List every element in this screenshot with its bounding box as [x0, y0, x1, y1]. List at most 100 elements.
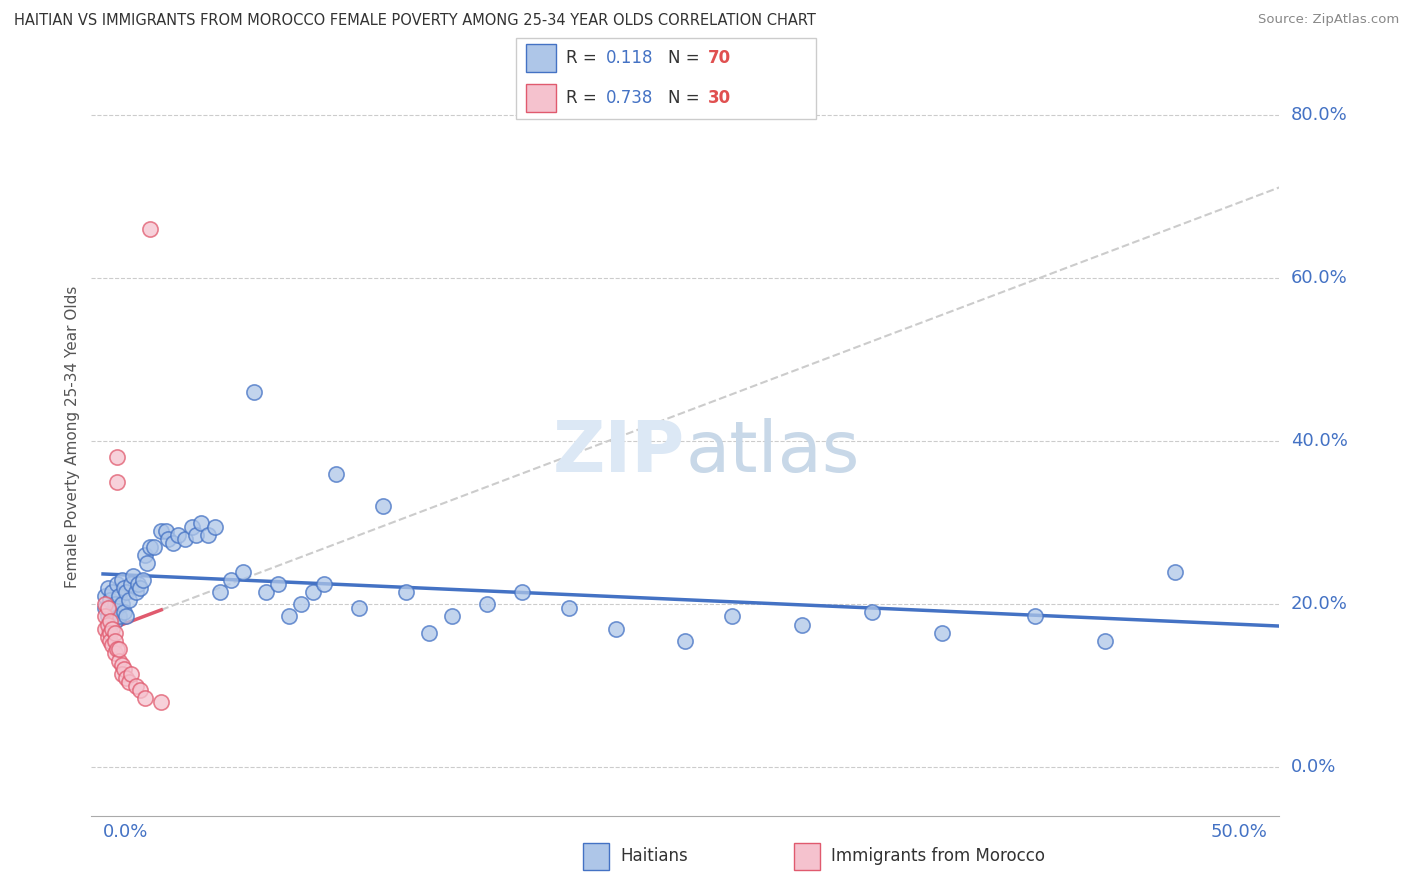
Point	[98, 633, 121, 648]
Point	[127, 577, 149, 591]
FancyBboxPatch shape	[516, 38, 817, 119]
Text: 50.0%: 50.0%	[1211, 822, 1268, 840]
Point	[122, 568, 145, 582]
Point	[104, 614, 127, 628]
Point	[314, 577, 336, 591]
Point	[118, 593, 141, 607]
Point	[98, 593, 121, 607]
Point	[105, 450, 128, 465]
Point	[208, 585, 231, 599]
Point	[395, 585, 418, 599]
Point	[112, 606, 135, 620]
Point	[105, 577, 128, 591]
Point	[112, 662, 135, 676]
Text: 60.0%: 60.0%	[1291, 269, 1347, 287]
Point	[115, 585, 138, 599]
Point	[101, 585, 124, 599]
Text: Source: ZipAtlas.com: Source: ZipAtlas.com	[1258, 13, 1399, 27]
Point	[204, 520, 226, 534]
Text: N =: N =	[668, 49, 704, 67]
Text: R =: R =	[565, 88, 602, 106]
Point	[129, 581, 152, 595]
Point	[108, 609, 131, 624]
Point	[97, 581, 120, 595]
Point	[111, 658, 134, 673]
Point	[97, 630, 120, 644]
Point	[301, 585, 323, 599]
Point	[1094, 633, 1116, 648]
Point	[112, 581, 135, 595]
Point	[108, 654, 131, 668]
Point	[104, 633, 127, 648]
Point	[931, 625, 953, 640]
Point	[371, 500, 394, 514]
Point	[94, 589, 117, 603]
Text: 70: 70	[709, 49, 731, 67]
Point	[418, 625, 440, 640]
Point	[97, 601, 120, 615]
Point	[118, 674, 141, 689]
Point	[721, 609, 744, 624]
Point	[111, 597, 134, 611]
Point	[150, 524, 173, 538]
Point	[673, 633, 696, 648]
Point	[138, 540, 160, 554]
Text: 80.0%: 80.0%	[1291, 106, 1347, 124]
Point	[124, 679, 146, 693]
Point	[98, 617, 121, 632]
Point	[108, 589, 131, 603]
Point	[131, 573, 153, 587]
Point	[94, 609, 117, 624]
Point	[108, 642, 131, 657]
Text: 20.0%: 20.0%	[1291, 595, 1347, 613]
FancyBboxPatch shape	[526, 45, 557, 72]
Point	[134, 549, 156, 563]
Point	[111, 573, 134, 587]
Point	[129, 682, 152, 697]
Text: 40.0%: 40.0%	[1291, 432, 1347, 450]
Point	[111, 666, 134, 681]
Point	[278, 609, 301, 624]
Point	[173, 532, 195, 546]
Point	[104, 646, 127, 660]
Text: Immigrants from Morocco: Immigrants from Morocco	[831, 847, 1045, 865]
Point	[190, 516, 212, 530]
Point	[101, 606, 124, 620]
Point	[134, 690, 156, 705]
Point	[558, 601, 581, 615]
Point	[104, 597, 127, 611]
Text: R =: R =	[565, 49, 602, 67]
Y-axis label: Female Poverty Among 25-34 Year Olds: Female Poverty Among 25-34 Year Olds	[65, 286, 80, 588]
Point	[512, 585, 534, 599]
Point	[197, 528, 219, 542]
Point	[166, 528, 188, 542]
Point	[98, 614, 121, 628]
Point	[94, 622, 117, 636]
Point	[1024, 609, 1046, 624]
Point	[138, 222, 160, 236]
Text: 0.738: 0.738	[606, 88, 654, 106]
Text: ZIP: ZIP	[553, 417, 685, 487]
Text: Haitians: Haitians	[620, 847, 688, 865]
Point	[349, 601, 371, 615]
FancyBboxPatch shape	[526, 84, 557, 112]
Point	[155, 524, 177, 538]
Point	[150, 695, 173, 709]
Point	[120, 577, 142, 591]
Point	[219, 573, 242, 587]
Point	[115, 671, 138, 685]
Point	[101, 622, 124, 636]
Point	[97, 617, 120, 632]
Point	[254, 585, 277, 599]
Point	[267, 577, 290, 591]
Text: atlas: atlas	[685, 417, 860, 487]
Point	[124, 585, 146, 599]
Text: N =: N =	[668, 88, 704, 106]
Point	[290, 597, 312, 611]
Point	[325, 467, 347, 481]
Point	[105, 601, 128, 615]
Text: 0.0%: 0.0%	[1291, 758, 1336, 776]
Text: 0.0%: 0.0%	[103, 822, 149, 840]
Point	[104, 625, 127, 640]
Point	[186, 528, 208, 542]
